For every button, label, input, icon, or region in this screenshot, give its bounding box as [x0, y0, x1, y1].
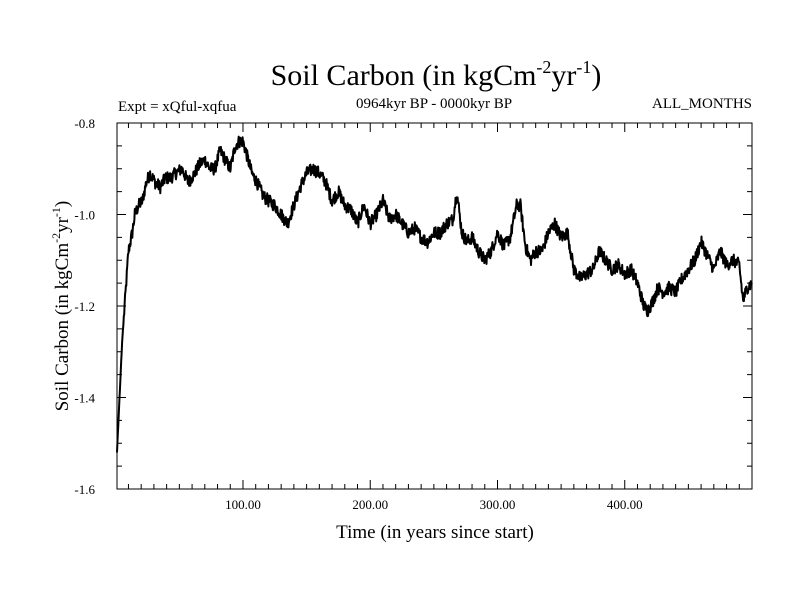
months-label: ALL_MONTHS [652, 96, 752, 112]
experiment-label: Expt = xQful-xqfua [118, 99, 237, 115]
x-tick-label: 100.00 [225, 497, 261, 512]
y-axis-label: Soil Carbon (in kgCm-2yr-1) [49, 201, 73, 412]
plot-frame [116, 122, 753, 490]
y-tick-label: -1.2 [74, 299, 95, 314]
x-tick-label: 200.00 [352, 497, 388, 512]
y-axis: -0.8 -1.0 -1.2 -1.4 -1.6 [74, 116, 752, 497]
x-axis-label: Time (in years since start) [336, 522, 534, 543]
x-axis: 100.00 200.00 300.00 400.00 [127, 123, 740, 512]
y-tick-label: -1.4 [74, 391, 95, 406]
y-tick-label: -1.0 [74, 208, 95, 223]
chart-title: Soil Carbon (in kgCm-2yr-1) [271, 57, 602, 92]
period-label: 0964kyr BP - 0000kyr BP [356, 96, 512, 112]
x-tick-label: 400.00 [607, 497, 643, 512]
y-tick-label: -1.6 [74, 482, 95, 497]
soil-carbon-series-line [116, 135, 753, 453]
y-tick-label: -0.8 [74, 116, 95, 131]
x-tick-label: 300.00 [480, 497, 516, 512]
